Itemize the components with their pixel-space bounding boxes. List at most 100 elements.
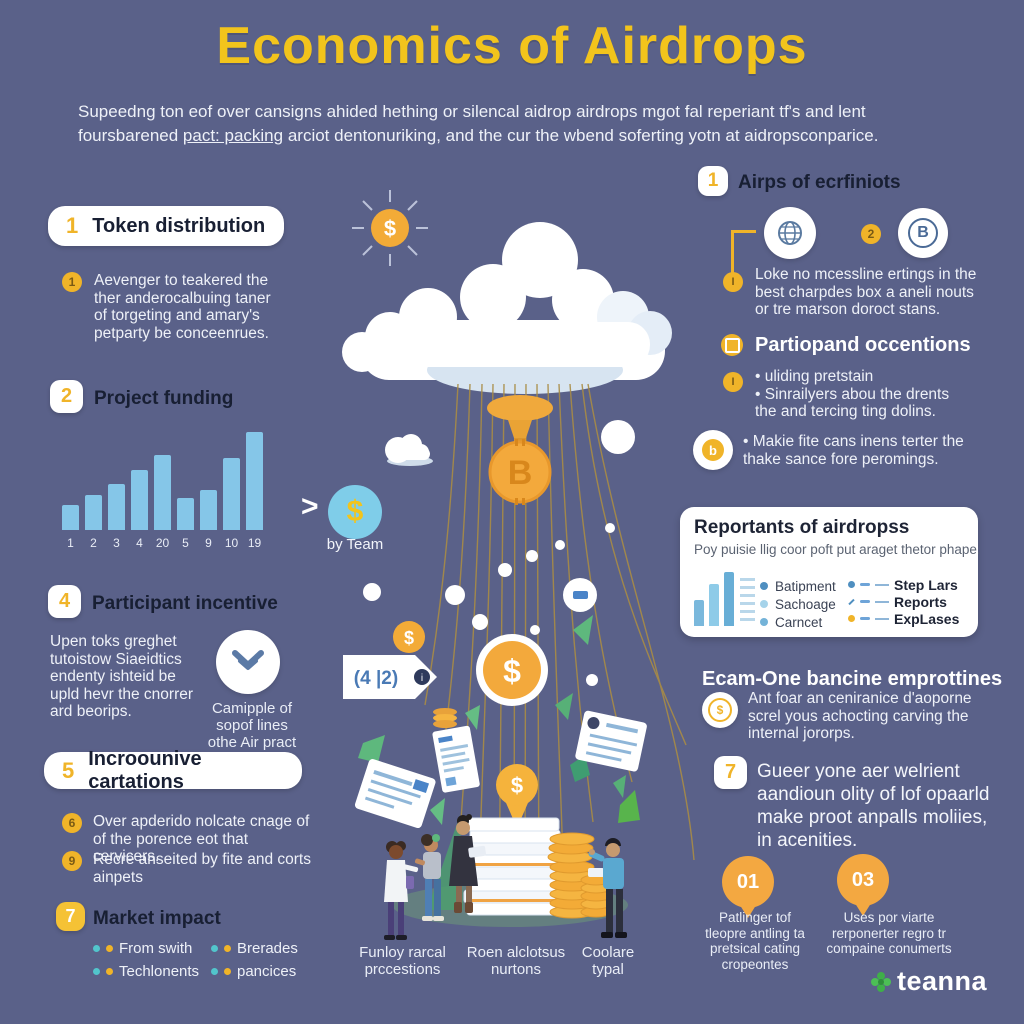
cloud	[342, 222, 672, 394]
big-dollar-coin: $	[476, 634, 548, 706]
globe-circle	[764, 207, 816, 259]
funding-bar-label: 9	[205, 536, 212, 550]
card-legend-right: Step Lars Reports ExpLases	[848, 576, 959, 627]
legend-dot-icon	[848, 581, 855, 588]
market-bullets: From swith Brerades Techlonents pancices	[93, 940, 333, 980]
ecam-coin-icon: $	[708, 698, 732, 722]
funding-bar	[108, 484, 125, 530]
bullet6-badge: 6	[62, 813, 82, 833]
funding-bar	[85, 495, 102, 530]
center-label-1: Funloy rarcal prccestions	[359, 944, 446, 978]
person-blue-shirt	[588, 838, 627, 938]
sun-icon: $	[352, 190, 428, 266]
section-incroounive: 5 Incroounive cartations	[44, 748, 302, 793]
yellow-dot-icon	[106, 968, 113, 975]
funding-bar-label: 2	[90, 536, 97, 550]
teal-dot-icon	[93, 945, 100, 952]
section2-title: Project funding	[94, 388, 234, 409]
right-bullet1-badge: I	[723, 272, 743, 292]
funding-bar-label: 4	[136, 536, 143, 550]
coin-b-icon: b	[702, 439, 724, 461]
funding-bar-label: 1	[67, 536, 74, 550]
chevron-right-icon: >	[301, 490, 319, 523]
moon-circle	[601, 420, 635, 454]
market-bullet-label: Techlonents	[119, 963, 200, 980]
heart-caption: Camipple of sopof lines othe Air pract	[207, 700, 297, 751]
section1-number: 1	[66, 213, 79, 238]
legend-squiggle-icon	[860, 600, 870, 603]
svg-text:$: $	[404, 628, 414, 648]
bullet1-badge: 1	[62, 272, 82, 292]
ecam-coin-circle: $	[702, 692, 738, 728]
funding-bar	[154, 455, 171, 530]
legend-dash-icon	[875, 600, 889, 603]
intro-line2: arciot dentonuriking, and the cur the wb…	[283, 126, 879, 145]
funding-bar-label: 10	[224, 536, 239, 550]
legend-item: Reports	[848, 593, 959, 610]
market-bullet: Techlonents	[93, 963, 211, 980]
card-subtitle: Poy puisie llig coor poft put araget the…	[694, 542, 981, 557]
bitcoin-outline-icon: B	[908, 218, 938, 248]
right-section2-title: Partiopand occentions	[755, 334, 971, 356]
small-dollar-coin: $	[393, 621, 425, 653]
right-bullet1-text: Loke no mcessline ertings in the best ch…	[755, 266, 977, 318]
mini-bar	[724, 572, 734, 626]
person-patterned-top	[414, 834, 444, 921]
pen-icon	[848, 598, 855, 605]
bullet6-text: Over apderido nolcate cnage of of the po…	[93, 813, 310, 865]
svg-text:$: $	[511, 773, 523, 798]
yellow-dot-icon	[224, 945, 231, 952]
section1-title: Token distribution	[92, 214, 266, 237]
sun-dollar: $	[384, 216, 396, 241]
label-tag	[354, 759, 436, 829]
bullet1-text: Aevenger to teakered the ther anderocalb…	[94, 272, 271, 342]
book-stack	[463, 817, 562, 916]
funnel	[487, 395, 553, 444]
section4-badge: 4	[48, 585, 81, 618]
funding-bar	[200, 490, 217, 530]
funding-bar-chart	[62, 432, 280, 530]
right-section7-badge: 7	[714, 756, 747, 789]
section4-text: Upen toks greghet tutoistow Siaeidtics e…	[50, 633, 194, 720]
card-mini-icon	[724, 337, 740, 353]
mini-dash-rows	[740, 578, 755, 624]
right-bullet3-text: • Makie fite cans inens terter the thake…	[743, 433, 964, 468]
legend-item: Batipment	[760, 577, 836, 595]
code-tag: (4 |2) i	[343, 655, 437, 699]
right-section1-title: Airps of ecrfiniots	[738, 172, 901, 193]
market-bullet-label: Brerades	[237, 940, 298, 957]
intro-line1: Supeedng ton eof over cansigns ahided he…	[78, 102, 866, 145]
intro-paragraph: Supeedng ton eof over cansigns ahided he…	[78, 100, 970, 148]
doc-card	[432, 725, 480, 793]
code-tag-label: (4 |2)	[354, 668, 398, 689]
legend-label: Reports	[894, 593, 947, 610]
connector-line	[731, 230, 756, 275]
section2-badge: 2	[50, 380, 83, 413]
heart-circle	[216, 630, 280, 694]
by-team-label: by Team	[326, 536, 384, 553]
funding-bar	[223, 458, 240, 530]
mini-bar	[694, 600, 704, 626]
funding-bar	[177, 498, 194, 530]
bitcoin-circle: B	[898, 208, 948, 258]
code-tag-info: i	[421, 673, 423, 684]
legend-dot-icon	[760, 618, 768, 626]
center-label-2: Roen alclotsus nurtons	[466, 944, 566, 978]
right-section1-badge: 1	[698, 166, 728, 196]
gold-chips	[433, 708, 457, 728]
bullet9-text: Recre anseited by fite and corts ainpets	[93, 851, 311, 886]
center-label-3: Coolare typal	[581, 944, 635, 978]
section7-badge: 7	[56, 902, 85, 931]
small-cloud	[385, 434, 433, 466]
legend-item: Carncet	[760, 613, 836, 631]
label-tag-right	[575, 710, 647, 772]
right-bullet2-text: • uliding pretstain • Sinrailyers abou t…	[755, 368, 950, 420]
market-bullet: pancices	[211, 963, 329, 980]
legend-dot-icon	[848, 615, 855, 622]
bullet9-badge: 9	[62, 851, 82, 871]
right-section2-badge	[721, 334, 743, 356]
ecam-text: Ant foar an ceniranice d'aoporne screl y…	[748, 690, 972, 742]
section-token-distribution: 1 Token distribution	[48, 206, 284, 246]
intro-underlined: pact: packing	[182, 126, 284, 145]
teal-dot-icon	[93, 968, 100, 975]
